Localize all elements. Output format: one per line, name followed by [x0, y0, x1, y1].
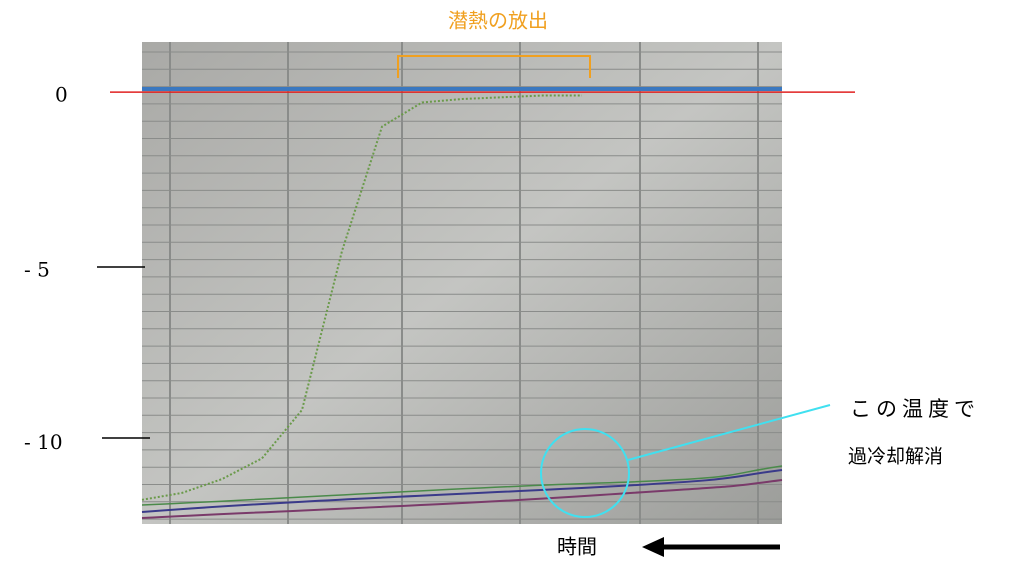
y-tick-label: - 10: [24, 430, 63, 454]
annotation: 潜熱の放出: [448, 9, 548, 33]
axis-label: 時間: [557, 535, 597, 559]
chart: 潜熱の放出 この温度で 過冷却解消 時間 0 - 5 - 10: [0, 0, 1014, 566]
chart-photo: [142, 42, 782, 524]
annotation: この温度で: [850, 397, 980, 421]
y-tick-label: 0: [55, 83, 68, 107]
arrow-head: [642, 537, 664, 557]
annotation: 過冷却解消: [848, 446, 943, 468]
y-tick-label: - 5: [24, 257, 50, 281]
